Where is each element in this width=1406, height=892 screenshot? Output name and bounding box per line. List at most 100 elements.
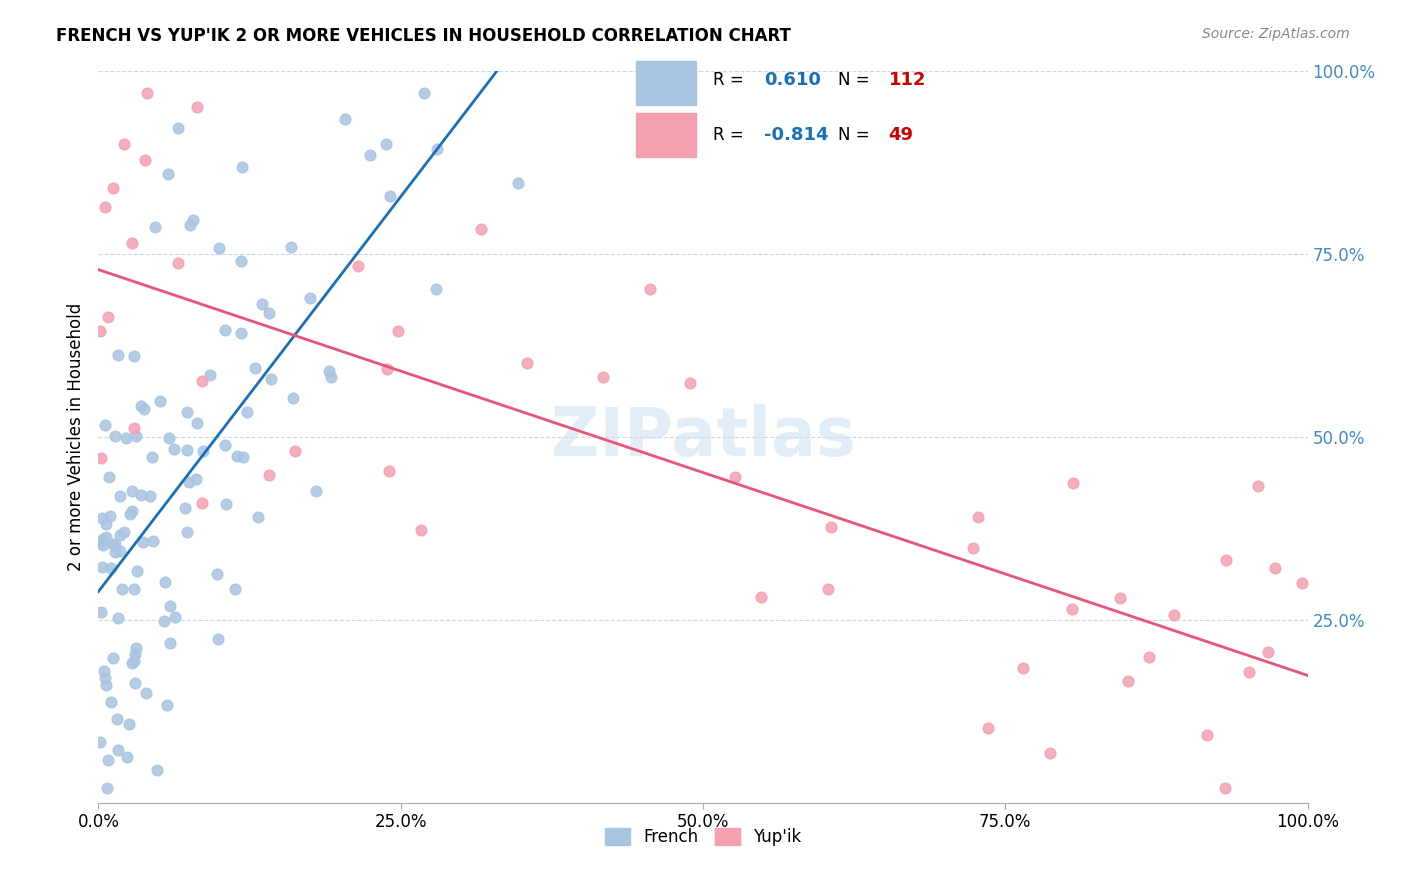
Point xyxy=(96,517,118,532)
Point xyxy=(749,590,772,604)
Point xyxy=(121,484,143,499)
Point xyxy=(112,136,135,151)
Point xyxy=(638,282,661,296)
Point xyxy=(820,520,842,534)
Point xyxy=(298,291,321,305)
Point xyxy=(124,676,146,690)
Point xyxy=(191,496,214,510)
Point xyxy=(516,356,538,370)
Point xyxy=(179,218,201,232)
Point xyxy=(229,326,252,340)
Point xyxy=(98,508,121,523)
Point xyxy=(224,582,246,597)
Point xyxy=(156,698,179,712)
Point xyxy=(257,306,280,320)
Point xyxy=(236,405,259,419)
Point xyxy=(163,609,186,624)
Point xyxy=(118,717,141,731)
Point xyxy=(89,324,111,338)
Point xyxy=(1116,674,1139,689)
Point xyxy=(90,511,112,525)
Point xyxy=(284,443,307,458)
Point xyxy=(108,544,131,558)
Point xyxy=(318,364,340,378)
Point xyxy=(413,87,436,101)
Text: ZIPatlas: ZIPatlas xyxy=(551,404,855,470)
Point xyxy=(159,599,181,614)
Point xyxy=(107,743,129,757)
Point xyxy=(104,537,127,551)
FancyBboxPatch shape xyxy=(636,61,696,104)
Point xyxy=(1012,661,1035,675)
Point xyxy=(159,431,181,445)
Legend: French, Yup'ik: French, Yup'ik xyxy=(598,822,808,853)
Point xyxy=(426,142,449,156)
Point xyxy=(108,528,131,542)
Point xyxy=(132,402,155,417)
Point xyxy=(107,348,129,362)
Point xyxy=(1197,728,1219,742)
Point xyxy=(138,489,160,503)
Point xyxy=(127,565,149,579)
Point xyxy=(1215,553,1237,567)
Point xyxy=(124,421,146,435)
Text: FRENCH VS YUP'IK 2 OR MORE VEHICLES IN HOUSEHOLD CORRELATION CHART: FRENCH VS YUP'IK 2 OR MORE VEHICLES IN H… xyxy=(56,27,792,45)
Point xyxy=(97,310,120,325)
Point xyxy=(214,438,236,452)
Point xyxy=(193,444,215,458)
Point xyxy=(207,632,229,646)
Point xyxy=(122,582,145,596)
Point xyxy=(117,750,139,764)
Point xyxy=(96,781,118,796)
Point xyxy=(90,560,112,574)
Point xyxy=(215,498,238,512)
Point xyxy=(205,566,228,581)
Point xyxy=(1062,475,1084,490)
Point xyxy=(94,530,117,544)
Point xyxy=(134,153,156,167)
Point xyxy=(100,695,122,709)
Point xyxy=(1264,561,1286,575)
Point xyxy=(280,240,302,254)
Point xyxy=(1247,479,1270,493)
Point xyxy=(208,241,231,255)
Point xyxy=(250,297,273,311)
Point xyxy=(232,450,254,464)
Point xyxy=(1109,591,1132,605)
Point xyxy=(176,405,198,419)
Text: N =: N = xyxy=(838,126,875,144)
Point xyxy=(176,443,198,458)
Point xyxy=(121,236,143,251)
Point xyxy=(89,536,111,550)
Point xyxy=(967,510,990,524)
Point xyxy=(506,177,529,191)
Point xyxy=(247,509,270,524)
Point xyxy=(425,282,447,296)
Text: R =: R = xyxy=(713,70,749,88)
Point xyxy=(129,488,152,502)
Point xyxy=(181,213,204,227)
Point xyxy=(89,735,111,749)
Point xyxy=(124,653,146,667)
Point xyxy=(409,523,432,537)
Point xyxy=(305,483,328,498)
Point xyxy=(153,574,176,589)
Point xyxy=(105,712,128,726)
Point xyxy=(136,87,159,101)
Point xyxy=(125,641,148,656)
Point xyxy=(198,368,221,382)
Point xyxy=(131,399,153,413)
Point xyxy=(101,651,124,665)
Point xyxy=(174,500,197,515)
Point xyxy=(281,391,304,405)
Point xyxy=(153,614,176,628)
Point xyxy=(1039,746,1062,760)
Point xyxy=(143,219,166,234)
Point xyxy=(124,647,146,661)
Point xyxy=(107,610,129,624)
Point xyxy=(1257,645,1279,659)
Point xyxy=(104,429,127,443)
Point xyxy=(319,369,342,384)
Text: -0.814: -0.814 xyxy=(763,126,828,144)
Point xyxy=(186,471,208,485)
